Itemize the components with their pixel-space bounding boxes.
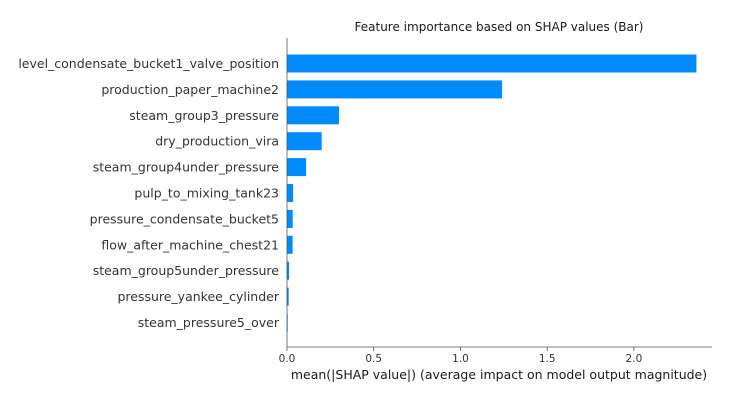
category-label: steam_pressure5_over — [138, 315, 280, 330]
bar-steam_group5under_pressure — [287, 261, 290, 280]
x-tick-label: 2.0 — [626, 353, 643, 365]
bar-pressure_yankee_cylinder — [287, 287, 289, 306]
x-tick-label: 0.5 — [365, 353, 382, 365]
bar-steam_group4under_pressure — [287, 158, 307, 177]
bar-pulp_to_mixing_tank23 — [287, 184, 294, 202]
category-labels: level_condensate_bucket1_valve_positionp… — [18, 56, 280, 330]
category-label: steam_group5under_pressure — [93, 263, 280, 278]
x-tick-label: 1.5 — [539, 353, 556, 365]
x-ticks: 0.0 0.5 1.0 1.5 2.0 — [279, 347, 643, 365]
bar-pressure_condensate_bucket5 — [287, 209, 293, 228]
category-label: steam_group3_pressure — [129, 108, 279, 123]
category-label: production_paper_machine2 — [101, 82, 279, 97]
bars-group — [287, 54, 697, 332]
x-axis-title: mean(|SHAP value|) (average impact on mo… — [291, 367, 707, 382]
category-label: pulp_to_mixing_tank23 — [134, 186, 279, 201]
category-label: pressure_yankee_cylinder — [117, 289, 279, 304]
bar-steam_group3_pressure — [287, 106, 339, 125]
category-label: pressure_condensate_bucket5 — [90, 211, 279, 226]
chart-title: Feature importance based on SHAP values … — [355, 20, 644, 34]
bar-production_paper_machine2 — [287, 80, 503, 99]
category-label: flow_after_machine_chest21 — [101, 237, 279, 252]
x-tick-label: 0.0 — [279, 353, 296, 365]
category-label: dry_production_vira — [155, 134, 279, 149]
bar-dry_production_vira — [287, 132, 322, 151]
bar-level_condensate_bucket1_valve_position — [287, 54, 697, 73]
axes-group — [286, 38, 712, 348]
category-label: level_condensate_bucket1_valve_position — [18, 56, 279, 71]
category-label: steam_group4under_pressure — [93, 160, 280, 175]
bar-flow_after_machine_chest21 — [287, 235, 293, 254]
x-tick-label: 1.0 — [452, 353, 469, 365]
